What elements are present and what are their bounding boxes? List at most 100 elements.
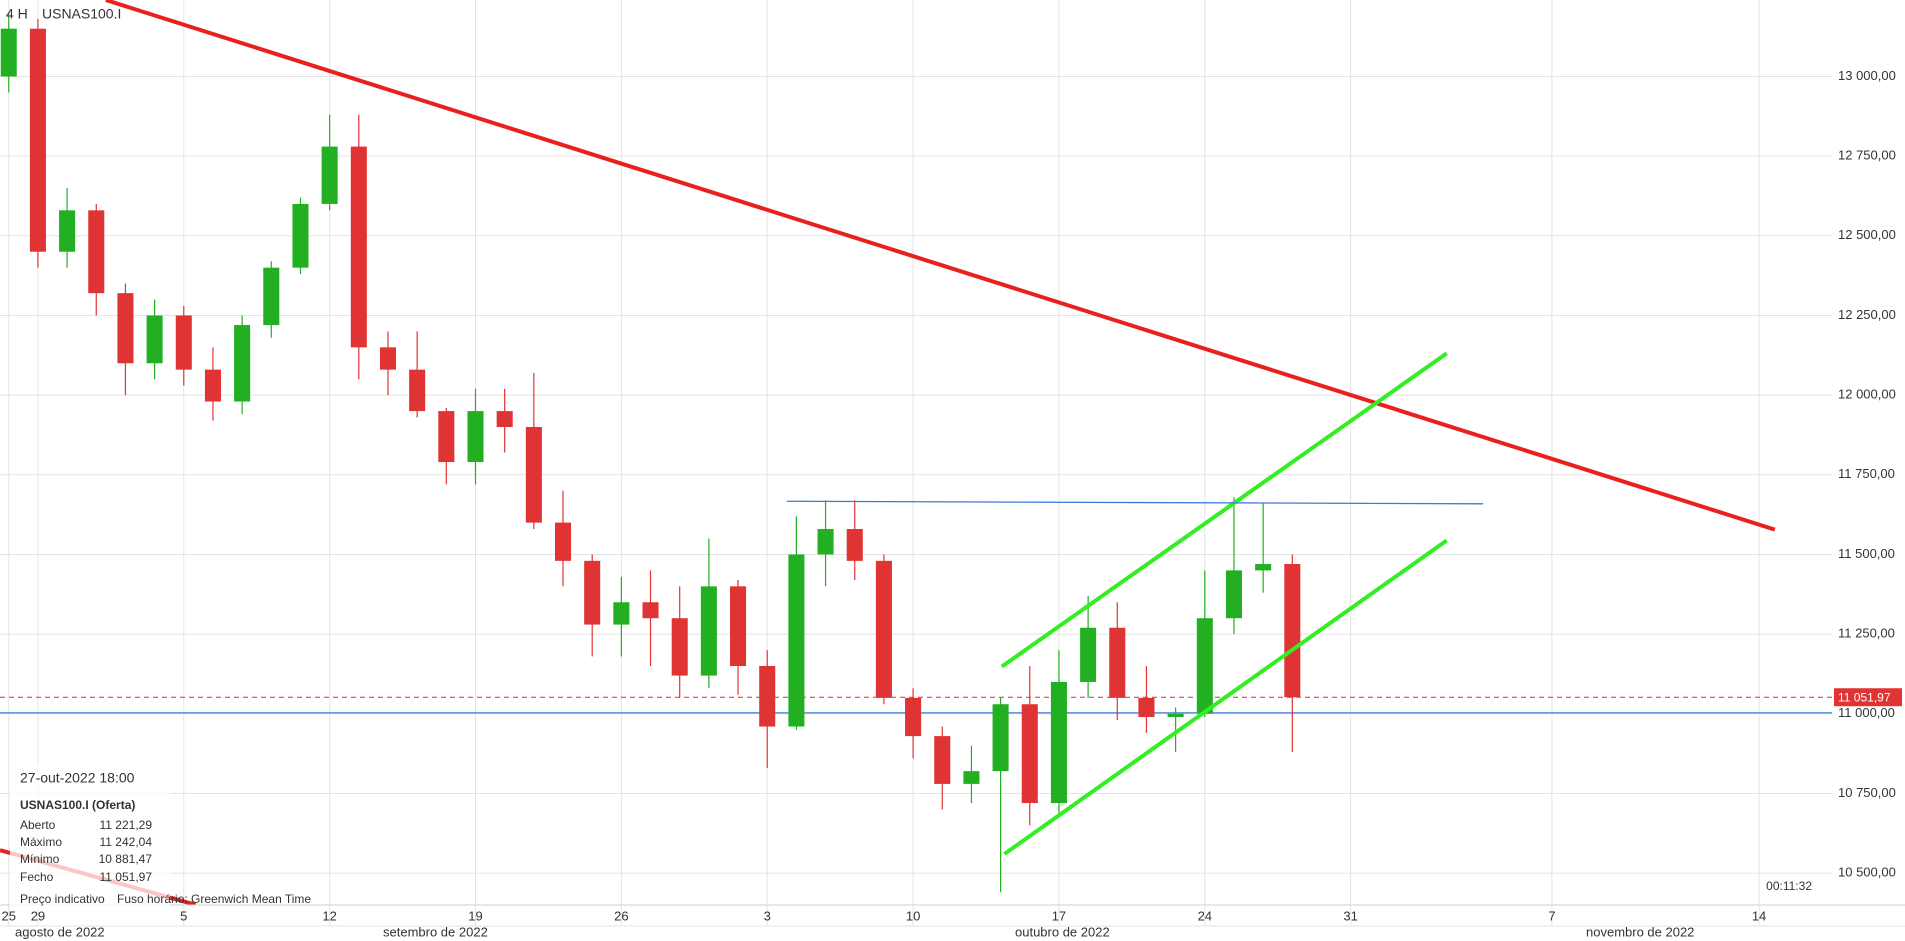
info-label: Mínimo xyxy=(20,852,60,866)
candle-body xyxy=(321,146,338,204)
y-tick-label: 11 750,00 xyxy=(1838,466,1895,481)
candle-body xyxy=(88,210,105,294)
x-tick-label: 29 xyxy=(31,908,45,923)
info-symbol: USNAS100.I (Oferta) xyxy=(20,798,135,812)
x-tick-label: 17 xyxy=(1052,908,1066,923)
info-value: 11 051,97 xyxy=(100,870,153,884)
candle-body xyxy=(204,369,221,402)
candle-body xyxy=(1109,627,1126,698)
x-tick-label: 14 xyxy=(1752,908,1766,923)
y-tick-label: 12 000,00 xyxy=(1838,387,1896,402)
candle-body xyxy=(934,736,951,784)
candle-body xyxy=(875,560,892,698)
candle-body xyxy=(1021,704,1038,804)
grid xyxy=(0,0,1832,926)
month-label: novembro de 2022 xyxy=(1586,924,1694,939)
x-tick-label: 26 xyxy=(614,908,628,923)
candle-body xyxy=(59,210,76,252)
info-datetime: 27-out-2022 18:00 xyxy=(20,770,135,786)
info-box: 27-out-2022 18:00 USNAS100.I (Oferta) Ab… xyxy=(10,764,311,910)
candle-body xyxy=(846,528,863,561)
candle-body xyxy=(234,325,251,402)
x-tick-label: 7 xyxy=(1548,908,1555,923)
candle-body xyxy=(146,315,163,364)
trend-line xyxy=(105,0,1776,532)
plot-area xyxy=(0,0,1832,905)
candle-body xyxy=(817,528,834,555)
candle-body xyxy=(263,267,280,326)
x-tick-label: 24 xyxy=(1198,908,1212,923)
info-note: Preço indicativo xyxy=(20,892,105,906)
info-label: Aberto xyxy=(20,818,56,832)
candle-body xyxy=(1050,681,1067,804)
candle-body xyxy=(1138,697,1155,717)
candle-body xyxy=(379,347,397,370)
candle-body xyxy=(730,586,747,667)
y-tick-label: 11 000,00 xyxy=(1838,705,1895,720)
candle-body xyxy=(0,28,17,77)
y-tick-label: 12 250,00 xyxy=(1838,307,1896,322)
candle-body xyxy=(438,411,455,463)
y-tick-label: 12 750,00 xyxy=(1838,148,1896,163)
candle-body xyxy=(496,411,513,428)
x-tick-label: 19 xyxy=(468,908,482,923)
candle-body xyxy=(992,704,1009,772)
candle-body xyxy=(759,666,776,727)
candle-body xyxy=(1255,564,1272,571)
y-tick-label: 13 000,00 xyxy=(1838,68,1896,83)
candle-body xyxy=(1225,570,1242,619)
candle-body xyxy=(1196,618,1213,714)
candle-body xyxy=(1167,713,1184,717)
y-tick-label: 10 500,00 xyxy=(1838,865,1896,880)
candle-body xyxy=(963,771,980,784)
trend-line xyxy=(1000,351,1448,669)
y-tick-label: 10 750,00 xyxy=(1838,785,1896,800)
info-background xyxy=(10,764,170,910)
price-label: 11 051,97 xyxy=(1838,690,1891,704)
candle-body xyxy=(350,146,367,348)
y-tick-label: 11 500,00 xyxy=(1838,546,1895,561)
candle-body xyxy=(671,618,688,676)
trend-line xyxy=(786,500,1484,505)
candle-body xyxy=(29,28,46,252)
x-tick-label: 10 xyxy=(906,908,920,923)
trend-line xyxy=(1003,538,1448,856)
candle-body xyxy=(525,427,542,523)
month-label: agosto de 2022 xyxy=(15,924,105,939)
month-label: outubro de 2022 xyxy=(1015,924,1110,939)
candle-body xyxy=(292,203,309,268)
month-label: setembro de 2022 xyxy=(383,924,488,939)
candle-body xyxy=(175,315,192,370)
symbol: USNAS100.I xyxy=(42,6,121,22)
x-tick-label: 31 xyxy=(1343,908,1357,923)
x-tick-label: 5 xyxy=(180,908,187,923)
info-value: 11 221,29 xyxy=(100,818,153,832)
candle-body xyxy=(788,554,805,727)
timeframe: 4 H xyxy=(6,6,28,22)
x-tick-label: 12 xyxy=(322,908,336,923)
timer: 00:11:32 xyxy=(1766,879,1812,893)
candle-body xyxy=(1080,627,1097,682)
x-tick-label: 3 xyxy=(764,908,771,923)
candle-body xyxy=(409,369,426,412)
candle-body xyxy=(117,293,134,364)
info-timezone: Fuso horário: Greenwich Mean Time xyxy=(117,892,311,906)
candle-body xyxy=(613,602,630,625)
candle-body xyxy=(700,586,717,676)
info-value: 10 881,47 xyxy=(99,852,153,866)
y-tick-label: 12 500,00 xyxy=(1838,227,1896,242)
x-tick-label: 25 xyxy=(2,908,16,923)
axes: 10 500,00 10 750,00 11 000,00 11 250,00 11 5… xyxy=(2,68,1902,923)
info-label: Fecho xyxy=(20,870,54,884)
candle-body xyxy=(1284,564,1301,698)
info-label: Máximo xyxy=(20,835,62,849)
info-value: 11 242,04 xyxy=(100,835,153,849)
y-tick-label: 11 250,00 xyxy=(1838,626,1895,641)
candle-body xyxy=(554,522,572,561)
candle-body xyxy=(584,560,601,625)
candle-body xyxy=(467,411,484,463)
candle-body xyxy=(905,697,922,737)
candle-body xyxy=(642,602,659,619)
price-label-box xyxy=(1834,688,1902,707)
